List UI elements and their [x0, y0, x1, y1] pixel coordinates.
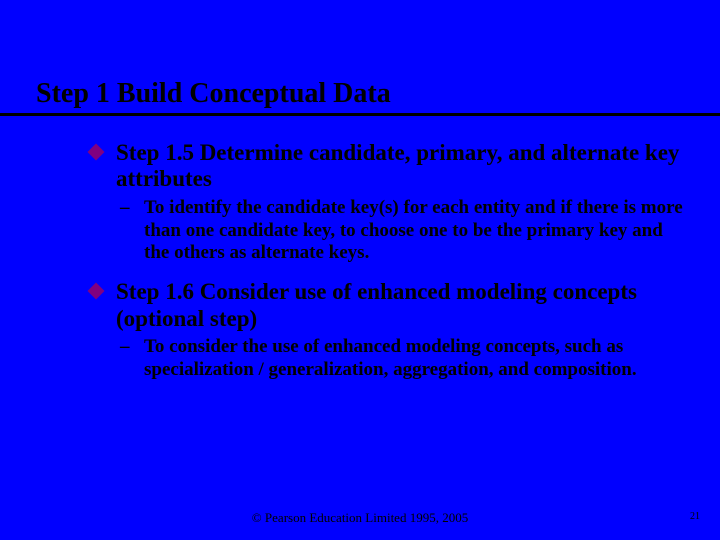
slide-title: Step 1 Build Conceptual Data [36, 78, 684, 116]
bullet-step-1-6: Step 1.6 Consider use of enhanced modeli… [90, 279, 684, 332]
sub-bullet-step-1-5: – To identify the candidate key(s) for e… [120, 197, 684, 265]
dash-bullet-icon: – [120, 336, 130, 359]
bullet-text: Step 1.5 Determine candidate, primary, a… [116, 140, 679, 191]
title-underline [0, 113, 720, 116]
bullet-step-1-5: Step 1.5 Determine candidate, primary, a… [90, 140, 684, 193]
bullet-text: To consider the use of enhanced modeling… [144, 336, 637, 380]
page-number: 21 [690, 511, 700, 522]
bullet-text: Step 1.6 Consider use of enhanced modeli… [116, 279, 637, 330]
title-wrap: Step 1 Build Conceptual Data [36, 78, 684, 116]
slide: Step 1 Build Conceptual Data Step 1.5 De… [0, 0, 720, 540]
diamond-bullet-icon [88, 144, 105, 161]
dash-bullet-icon: – [120, 197, 130, 220]
diamond-bullet-icon [88, 283, 105, 300]
sub-bullet-step-1-6: – To consider the use of enhanced modeli… [120, 336, 684, 382]
slide-footer: © Pearson Education Limited 1995, 2005 [0, 510, 720, 526]
bullet-text: To identify the candidate key(s) for eac… [144, 197, 683, 264]
slide-content: Step 1.5 Determine candidate, primary, a… [36, 140, 684, 382]
